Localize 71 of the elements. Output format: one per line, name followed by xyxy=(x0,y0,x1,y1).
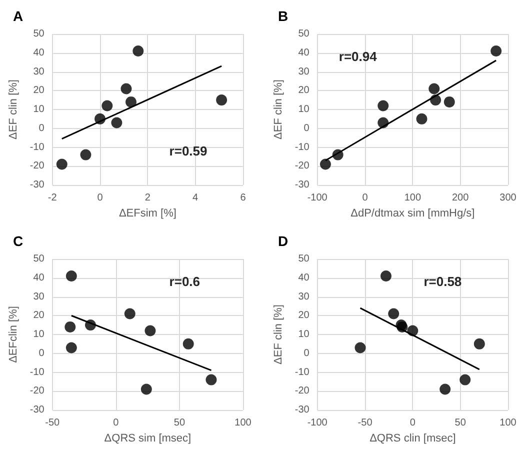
y-axis-title: ΔEF clin [%] xyxy=(272,304,284,364)
y-tick-label: 10 xyxy=(33,329,45,340)
y-tick-label: -20 xyxy=(294,386,310,397)
x-axis-title: ΔEFsim [%] xyxy=(118,207,176,220)
x-axis-title: ΔQRS sim [msec] xyxy=(104,432,192,444)
y-tick-label: 0 xyxy=(38,348,45,359)
y-tick-label: -30 xyxy=(294,180,310,190)
x-tick-label: 100 xyxy=(404,192,422,204)
y-tick-label: 50 xyxy=(33,254,45,264)
x-tick-label: 2 xyxy=(144,192,151,204)
x-tick-label: -50 xyxy=(45,418,60,428)
y-tick-label: 10 xyxy=(298,329,310,340)
x-tick-label: 200 xyxy=(452,192,470,204)
x-tick-label: 100 xyxy=(234,418,252,428)
y-tick-label: 50 xyxy=(33,28,45,40)
y-tick-label: -20 xyxy=(294,160,310,172)
y-tick-label: 40 xyxy=(33,272,45,284)
y-tick-label: -20 xyxy=(30,386,45,397)
y-tick-label: 30 xyxy=(33,291,45,302)
y-tick-label: 10 xyxy=(33,104,45,115)
x-tick-label: 50 xyxy=(454,418,466,428)
y-axis-title: ΔEF clin [%] xyxy=(272,80,284,140)
y-tick-label: 40 xyxy=(33,47,45,58)
y-axis-title: ΔEFclin [%] xyxy=(8,306,20,363)
y-axis-title: ΔEF clin [%] xyxy=(8,80,20,140)
x-tick-label: -2 xyxy=(48,192,58,204)
annotation: r=0.94 xyxy=(338,49,378,64)
chart-title: C xyxy=(13,233,24,249)
y-tick-label: 30 xyxy=(33,66,45,78)
x-tick-label: 0 xyxy=(362,192,368,204)
y-tick-label: 40 xyxy=(298,47,310,58)
x-tick-label: 300 xyxy=(500,192,517,204)
x-tick-label: 100 xyxy=(500,418,517,428)
y-tick-label: 0 xyxy=(304,122,310,134)
x-axis-title: ΔdP/dtmax sim [mmHg/s] xyxy=(350,207,475,220)
annotation: r=0.6 xyxy=(169,274,200,289)
chart-title: B xyxy=(278,8,288,24)
x-tick-label: 50 xyxy=(174,418,186,428)
x-tick-label: -100 xyxy=(307,418,328,428)
y-tick-label: 20 xyxy=(298,310,310,322)
x-tick-label: 4 xyxy=(192,192,199,204)
y-tick-label: 30 xyxy=(298,291,310,302)
y-tick-label: -10 xyxy=(294,142,310,153)
x-tick-label: 6 xyxy=(240,192,246,204)
y-tick-label: -30 xyxy=(294,404,310,416)
x-tick-label: 0 xyxy=(97,192,104,204)
y-tick-label: 0 xyxy=(304,348,310,359)
y-tick-label: -30 xyxy=(30,404,45,416)
chart-title: D xyxy=(278,233,288,249)
y-tick-label: -30 xyxy=(30,180,45,190)
y-tick-label: 20 xyxy=(33,310,45,322)
chart-title: A xyxy=(13,8,24,24)
y-tick-label: -10 xyxy=(30,366,45,378)
annotation: r=0.59 xyxy=(169,144,208,158)
y-tick-label: -10 xyxy=(294,366,310,378)
y-tick-label: 50 xyxy=(298,28,310,40)
y-tick-label: -20 xyxy=(30,160,45,172)
x-tick-label: 0 xyxy=(410,418,416,428)
y-tick-label: 20 xyxy=(298,85,310,96)
y-tick-label: 10 xyxy=(298,104,310,115)
x-tick-label: 0 xyxy=(113,418,120,428)
x-axis-title: ΔQRS clin [msec] xyxy=(370,432,456,444)
y-tick-label: 40 xyxy=(298,272,310,284)
y-tick-label: 20 xyxy=(33,85,45,96)
y-tick-label: 30 xyxy=(298,66,310,78)
y-tick-label: -10 xyxy=(30,142,45,153)
y-tick-label: 50 xyxy=(298,254,310,264)
y-tick-label: 0 xyxy=(38,122,45,134)
x-tick-label: -50 xyxy=(358,418,373,428)
x-tick-label: -100 xyxy=(307,192,328,204)
annotation: r=0.58 xyxy=(424,274,462,289)
